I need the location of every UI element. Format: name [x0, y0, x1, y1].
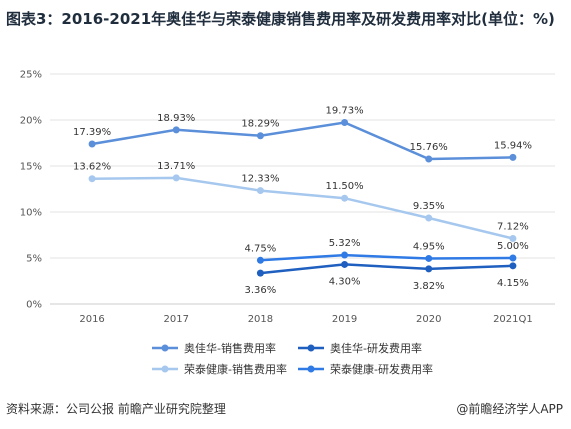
legend-label: 荣泰健康-销售费用率 — [184, 362, 287, 376]
data-point — [425, 254, 433, 262]
legend-marker — [307, 344, 315, 352]
data-point — [172, 126, 180, 134]
series-line — [92, 176, 514, 240]
series-layer — [88, 118, 517, 277]
legend-label: 荣泰健康-研发费用率 — [330, 362, 433, 376]
x-tick-label: 2018 — [248, 314, 273, 325]
y-tick-label: 5% — [26, 254, 42, 265]
data-label: 19.73% — [326, 105, 364, 116]
data-point — [256, 269, 264, 277]
data-label: 13.62% — [73, 162, 111, 173]
data-point — [256, 256, 264, 264]
data-label: 7.12% — [497, 221, 529, 232]
series-line — [260, 263, 513, 275]
series-line — [260, 253, 513, 262]
y-tick-label: 25% — [20, 70, 42, 81]
source-note: 资料来源：公司公报 前瞻产业研究院整理 — [6, 402, 226, 416]
legend-marker — [161, 365, 169, 373]
legend-marker — [307, 365, 315, 373]
data-point — [341, 251, 349, 259]
data-point — [425, 265, 433, 273]
data-point — [341, 194, 349, 202]
data-point — [509, 262, 517, 270]
data-label: 4.15% — [497, 278, 529, 289]
data-label: 5.00% — [497, 241, 529, 252]
data-point — [88, 175, 96, 183]
x-tick-label: 2017 — [164, 314, 189, 325]
legend-marker — [161, 344, 169, 352]
grid-layer — [50, 73, 555, 305]
brand-credit: @前瞻经济学人APP — [456, 402, 563, 416]
data-label: 9.35% — [413, 201, 445, 212]
data-point — [256, 187, 264, 195]
y-axis-ticks: 0% 5% 10% 15% 20% 25% — [20, 70, 42, 311]
data-point — [425, 155, 433, 163]
x-tick-label: 2021Q1 — [493, 314, 533, 325]
data-label: 3.82% — [413, 281, 445, 292]
data-point — [256, 132, 264, 140]
data-point — [88, 140, 96, 148]
data-point — [509, 153, 517, 161]
y-tick-label: 20% — [20, 116, 42, 127]
data-label: 3.36% — [245, 285, 277, 296]
data-label: 4.30% — [329, 276, 361, 287]
series-line — [91, 121, 513, 161]
y-tick-label: 15% — [20, 162, 42, 173]
data-label: 4.95% — [413, 241, 445, 252]
x-tick-label: 2016 — [79, 314, 104, 325]
data-point — [172, 174, 180, 182]
data-point — [509, 254, 517, 262]
data-labels: 17.39% 18.93% 18.29% 19.73% 15.76% 15.94% 3.36… — [73, 105, 532, 296]
data-label: 15.76% — [410, 142, 448, 153]
x-axis-ticks: 2016 2017 2018 2019 2020 2021Q1 — [79, 314, 532, 325]
y-tick-label: 10% — [20, 208, 42, 219]
data-point — [509, 234, 517, 242]
data-label: 18.93% — [157, 113, 195, 124]
y-tick-label: 0% — [26, 300, 42, 311]
data-point — [341, 118, 349, 126]
data-label: 4.75% — [245, 243, 277, 254]
data-point — [341, 260, 349, 268]
data-point — [425, 214, 433, 222]
line-chart: 0% 5% 10% 15% 20% 25% 2016 2017 2018 2019 2020 202… — [20, 70, 555, 376]
x-tick-label: 2020 — [416, 314, 441, 325]
chart-title: 图表3：2016-2021年奥佳华与荣泰健康销售费用率及研发费用率对比(单位：%… — [6, 10, 555, 28]
data-label: 12.33% — [241, 174, 279, 185]
data-label: 17.39% — [73, 127, 111, 138]
data-label: 11.50% — [326, 181, 364, 192]
data-label: 18.29% — [241, 119, 279, 130]
x-tick-label: 2019 — [332, 314, 357, 325]
legend-label: 奥佳华-研发费用率 — [330, 341, 422, 355]
data-label: 13.71% — [157, 161, 195, 172]
data-label: 15.94% — [494, 140, 532, 151]
data-label: 5.32% — [329, 238, 361, 249]
legend-label: 奥佳华-销售费用率 — [184, 341, 276, 355]
